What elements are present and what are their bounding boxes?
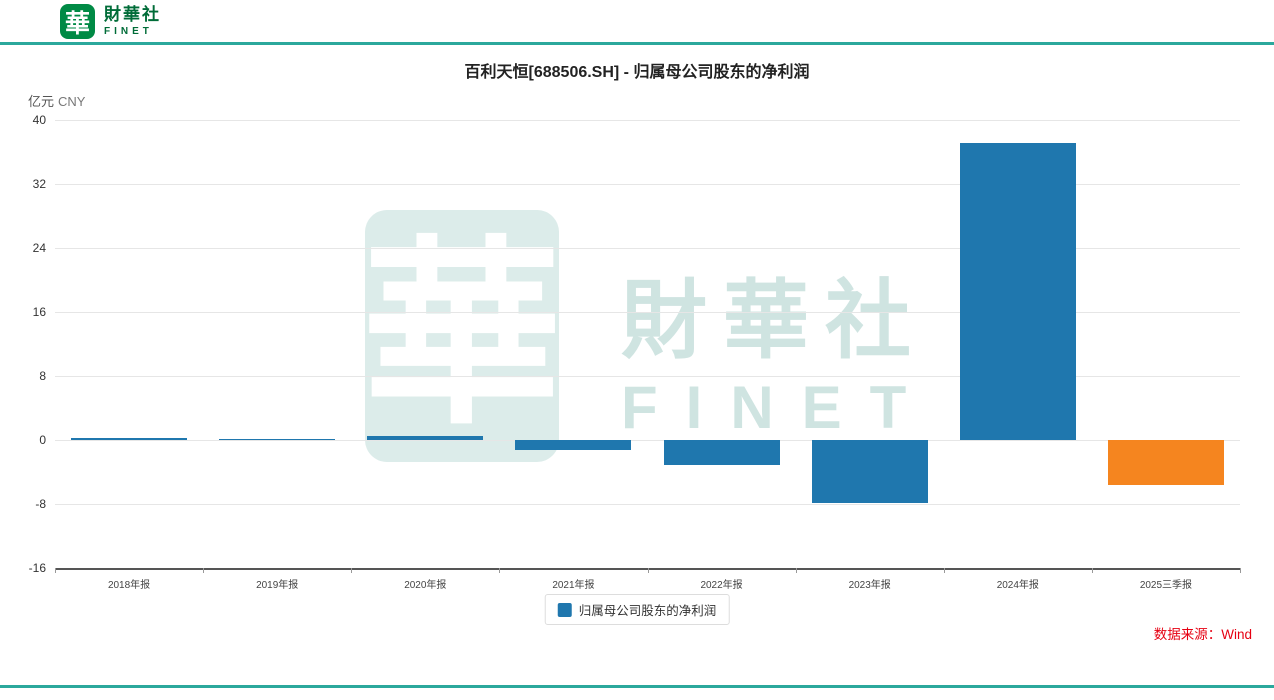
x-tick-label: 2018年报 bbox=[107, 580, 151, 591]
x-tick-mark bbox=[648, 568, 649, 573]
y-tick-label: 40 bbox=[32, 113, 46, 127]
x-axis-labels: 2018年报 2019年报 2020年报 2021年报 2022年报 2023年报 2024… bbox=[55, 576, 1240, 592]
unit-label: 亿元 bbox=[28, 94, 55, 109]
gridline bbox=[55, 120, 1240, 121]
gridline bbox=[55, 312, 1240, 313]
legend-label: 归属母公司股东的净利润 bbox=[578, 604, 717, 618]
watermark: 華 財華社 FINET bbox=[362, 210, 934, 462]
y-tick-label: 0 bbox=[39, 433, 46, 447]
watermark-seal: 華 bbox=[362, 210, 563, 462]
x-tick-mark bbox=[351, 568, 352, 573]
watermark-brand-text: 財華社 FINET bbox=[621, 278, 934, 438]
brand-subtitle: FINET bbox=[104, 25, 153, 37]
bar-2019年报[interactable] bbox=[219, 439, 335, 440]
y-tick-label: -8 bbox=[35, 497, 46, 511]
bar-2024年报[interactable] bbox=[960, 143, 1076, 440]
y-tick-label: 24 bbox=[32, 241, 46, 255]
bottom-divider bbox=[0, 685, 1274, 688]
x-tick-mark bbox=[944, 568, 945, 573]
bar-2023年报[interactable] bbox=[812, 440, 928, 504]
logo-glyph: 華 bbox=[64, 9, 90, 38]
x-tick-label: 2023年报 bbox=[848, 580, 891, 591]
bar-2022年报[interactable] bbox=[664, 440, 780, 465]
x-tick-mark bbox=[55, 568, 56, 573]
top-divider bbox=[0, 42, 1274, 45]
data-source-label: 数据来源：Wind bbox=[1153, 627, 1252, 642]
x-tick-label: 2024年报 bbox=[996, 580, 1039, 591]
plot-area bbox=[55, 120, 1241, 573]
y-axis-labels: 40 32 24 16 8 0 -8 -16 bbox=[0, 113, 46, 575]
x-tick-label: 2019年报 bbox=[256, 580, 299, 591]
bar-2021年报[interactable] bbox=[515, 440, 631, 450]
y-tick-label: 8 bbox=[39, 369, 46, 383]
x-tick-label: 2021年报 bbox=[552, 580, 595, 591]
gridline bbox=[55, 376, 1240, 377]
bar-2018年报[interactable] bbox=[71, 437, 187, 440]
watermark-seal-glyph: 華 bbox=[362, 224, 563, 447]
finet-logo: 華 財華社 FINET bbox=[60, 4, 161, 39]
logo-text: 財華社 FINET bbox=[104, 5, 161, 37]
x-tick-mark bbox=[1240, 568, 1241, 573]
finet-logo-icon: 華 bbox=[60, 4, 95, 39]
gridline bbox=[55, 504, 1240, 505]
gridline bbox=[55, 184, 1240, 185]
watermark-brand-en: FINET bbox=[621, 374, 935, 441]
x-tick-label: 2022年报 bbox=[700, 580, 743, 591]
x-tick-mark bbox=[796, 568, 797, 573]
y-tick-label: -16 bbox=[28, 561, 46, 575]
gridline bbox=[55, 248, 1240, 249]
x-tick-mark bbox=[499, 568, 500, 573]
y-axis-unit-label: 亿元 CNY bbox=[28, 91, 85, 110]
x-tick-label: 2020年报 bbox=[404, 580, 447, 591]
chart-title: 百利天恒[688506.SH] - 归属母公司股东的净利润 bbox=[464, 64, 810, 81]
y-tick-label: 32 bbox=[32, 177, 46, 191]
y-tick-label: 16 bbox=[32, 305, 46, 319]
currency-label: CNY bbox=[58, 94, 86, 109]
x-tick-mark bbox=[1092, 568, 1093, 573]
legend-swatch bbox=[557, 602, 572, 617]
watermark-brand-cn: 財華社 bbox=[621, 273, 927, 369]
x-tick-mark bbox=[203, 568, 204, 573]
legend[interactable]: 归属母公司股东的净利润 bbox=[544, 594, 730, 625]
gridline bbox=[55, 440, 1240, 441]
brand-name: 財華社 bbox=[104, 5, 161, 25]
x-tick-label: 2025三季报 bbox=[1139, 580, 1193, 591]
bar-2020年报[interactable] bbox=[367, 436, 483, 440]
bar-2025三季报[interactable] bbox=[1108, 440, 1224, 485]
